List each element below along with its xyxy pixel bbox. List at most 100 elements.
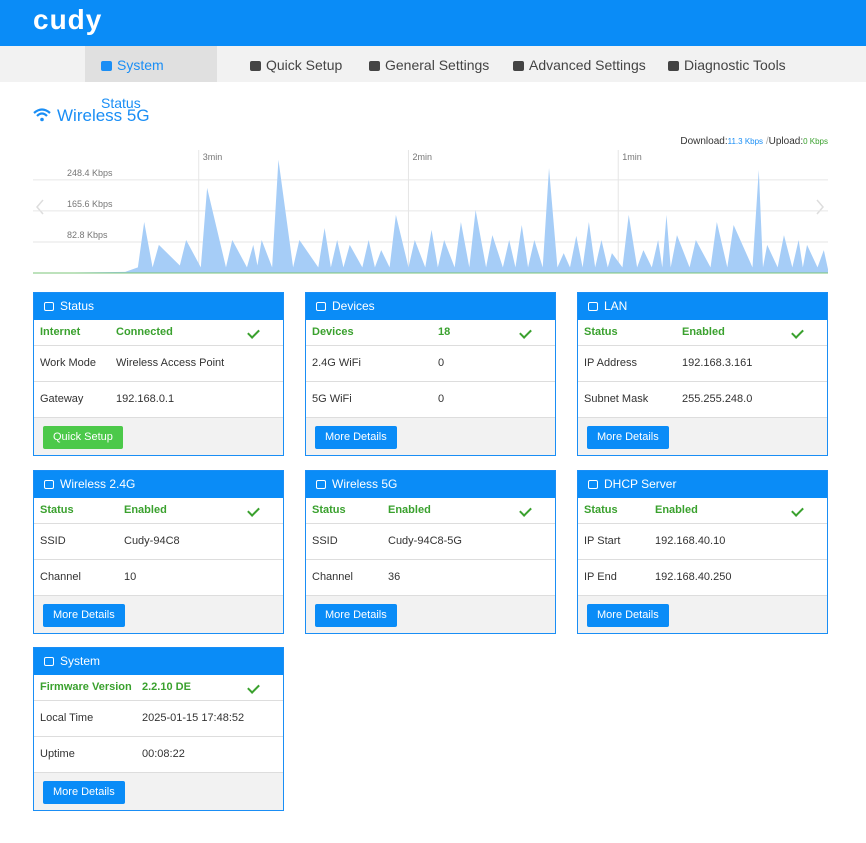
row-value: 0 bbox=[438, 357, 445, 369]
card-row: SSID Cudy-94C8 bbox=[34, 524, 283, 560]
card-row: Channel 10 bbox=[34, 560, 283, 596]
row-value: 18 bbox=[438, 326, 451, 338]
nav-label: Quick Setup bbox=[266, 57, 343, 73]
row-label: 2.4G WiFi bbox=[312, 357, 361, 369]
card-button[interactable]: More Details bbox=[315, 604, 397, 627]
check-icon bbox=[519, 504, 532, 517]
download-value: 11.3 Kbps bbox=[727, 137, 764, 146]
row-value: 192.168.3.161 bbox=[682, 357, 753, 369]
x-tick-label: 3min bbox=[203, 152, 223, 162]
card: LAN Status Enabled IP Address 192.168.3.161 S… bbox=[577, 292, 828, 456]
traffic-chart: 82.8 Kbps 165.6 Kbps 248.4 Kbps 3min 2min 1mi… bbox=[33, 150, 828, 274]
row-label: Channel bbox=[40, 571, 81, 583]
card-icon bbox=[44, 302, 54, 311]
card-row: Subnet Mask 255.255.248.0 bbox=[578, 382, 827, 418]
row-label: SSID bbox=[40, 535, 66, 547]
nav-icon bbox=[250, 61, 261, 71]
card-footer: More Details bbox=[306, 596, 555, 633]
y-tick-label: 82.8 Kbps bbox=[67, 230, 108, 240]
card-icon bbox=[44, 480, 54, 489]
row-value: 2025-01-15 17:48:52 bbox=[142, 712, 245, 724]
card-icon bbox=[316, 302, 326, 311]
nav-icon bbox=[668, 61, 679, 71]
card-row: IP Start 192.168.40.10 bbox=[578, 524, 827, 560]
row-label: Subnet Mask bbox=[584, 393, 649, 405]
card: DHCP Server Status Enabled IP Start 192.168.… bbox=[577, 470, 828, 634]
card-row: SSID Cudy-94C8-5G bbox=[306, 524, 555, 560]
card-title: Wireless 2.4G bbox=[60, 477, 136, 491]
nav-item[interactable]: Advanced Settings bbox=[497, 46, 662, 82]
card-row: Status Enabled bbox=[306, 498, 555, 524]
card-header: Wireless 5G bbox=[306, 471, 555, 498]
card: Wireless 2.4G Status Enabled SSID Cudy-94C8 C… bbox=[33, 470, 284, 634]
row-label: Work Mode bbox=[40, 357, 97, 369]
next-arrow[interactable] bbox=[816, 199, 824, 215]
card-row: Devices 18 bbox=[306, 320, 555, 346]
card-header: System bbox=[34, 648, 283, 675]
card-button[interactable]: More Details bbox=[587, 426, 669, 449]
row-value: 00:08:22 bbox=[142, 748, 185, 760]
nav-item[interactable]: General Settings bbox=[353, 46, 505, 82]
row-label: Firmware Version bbox=[40, 681, 132, 693]
check-icon bbox=[247, 326, 260, 339]
y-tick-label: 248.4 Kbps bbox=[67, 168, 113, 178]
card-header: LAN bbox=[578, 293, 827, 320]
card-row: Gateway 192.168.0.1 bbox=[34, 382, 283, 418]
card: System Firmware Version 2.2.10 DE Local Tim… bbox=[33, 647, 284, 811]
card-footer: More Details bbox=[306, 418, 555, 455]
card-header: Devices bbox=[306, 293, 555, 320]
row-label: Gateway bbox=[40, 393, 84, 405]
card-button[interactable]: More Details bbox=[587, 604, 669, 627]
section-title: Wireless 5G bbox=[33, 106, 150, 126]
row-value: 192.168.40.10 bbox=[655, 535, 726, 547]
card-button[interactable]: More Details bbox=[43, 604, 125, 627]
row-value: Cudy-94C8 bbox=[124, 535, 180, 547]
card-icon bbox=[588, 302, 598, 311]
row-label: 5G WiFi bbox=[312, 393, 352, 405]
nav-label: General Settings bbox=[385, 57, 490, 73]
nav-item[interactable]: Diagnostic Tools bbox=[652, 46, 802, 82]
nav-label: System Status bbox=[101, 57, 164, 111]
upload-value: 0 Kbps bbox=[803, 137, 828, 146]
card-header: Status bbox=[34, 293, 283, 320]
nav-item[interactable]: System Status bbox=[85, 46, 217, 111]
traffic-summary: Download:11.3 Kbps /Upload:0 Kbps bbox=[680, 136, 828, 147]
card-header: DHCP Server bbox=[578, 471, 827, 498]
card-button[interactable]: Quick Setup bbox=[43, 426, 123, 449]
card-row: Local Time 2025-01-15 17:48:52 bbox=[34, 701, 283, 737]
card-row: 2.4G WiFi 0 bbox=[306, 346, 555, 382]
card-footer: More Details bbox=[34, 596, 283, 633]
card-button[interactable]: More Details bbox=[43, 781, 125, 804]
card-title: System bbox=[60, 654, 101, 668]
card-row: Firmware Version 2.2.10 DE bbox=[34, 675, 283, 701]
x-tick-label: 1min bbox=[622, 152, 642, 162]
header: cudy bbox=[0, 0, 866, 46]
card-button[interactable]: More Details bbox=[315, 426, 397, 449]
row-label: Status bbox=[40, 504, 74, 516]
row-value: 36 bbox=[388, 571, 401, 583]
card-row: Internet Connected bbox=[34, 320, 283, 346]
row-value: 255.255.248.0 bbox=[682, 393, 753, 405]
card-header: Wireless 2.4G bbox=[34, 471, 283, 498]
card-footer: Quick Setup bbox=[34, 418, 283, 455]
card-title: Status bbox=[60, 299, 95, 313]
row-label: Internet bbox=[40, 326, 81, 338]
download-label: Download: bbox=[680, 136, 728, 147]
prev-arrow[interactable] bbox=[36, 199, 44, 215]
card-row: Status Enabled bbox=[578, 320, 827, 346]
logo[interactable]: cudy bbox=[33, 4, 103, 35]
row-label: IP End bbox=[584, 571, 617, 583]
y-tick-label: 165.6 Kbps bbox=[67, 199, 113, 209]
nav-icon bbox=[513, 61, 524, 71]
row-label: IP Start bbox=[584, 535, 621, 547]
card-icon bbox=[588, 480, 598, 489]
card-row: IP Address 192.168.3.161 bbox=[578, 346, 827, 382]
x-tick-label: 2min bbox=[412, 152, 432, 162]
nav-item[interactable]: Quick Setup bbox=[234, 46, 358, 82]
upload-label: Upload: bbox=[768, 136, 804, 147]
card-title: Wireless 5G bbox=[332, 477, 398, 491]
card-footer: More Details bbox=[578, 418, 827, 455]
row-value: Enabled bbox=[388, 504, 431, 516]
section-title-text: Wireless 5G bbox=[57, 106, 150, 125]
row-label: Uptime bbox=[40, 748, 75, 760]
